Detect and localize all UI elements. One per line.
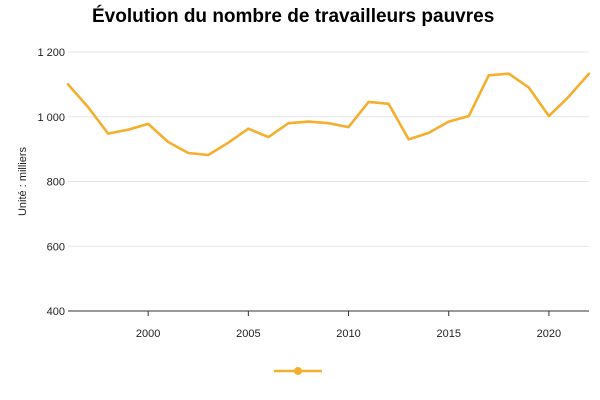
- y-tick-label: 600: [47, 241, 65, 253]
- series-layer: [66, 72, 591, 157]
- y-tick-label: 1 000: [37, 112, 65, 124]
- y-tick-label: 800: [47, 177, 65, 189]
- x-tick-label: 2020: [537, 328, 561, 340]
- chart-title: Évolution du nombre de travailleurs pauv…: [92, 6, 495, 27]
- axes: 400 600 800 1 000 1 200 2000 2005 2010 2015 2020 U…: [17, 47, 589, 340]
- y-tick-label: 1 200: [37, 47, 65, 59]
- y-axis-title: Unité : milliers: [17, 146, 29, 216]
- x-tick-label: 2005: [236, 328, 260, 340]
- x-tick-label: 2015: [436, 328, 460, 340]
- legend: [274, 367, 322, 375]
- series-line: [66, 72, 591, 157]
- x-tick-label: 2000: [136, 328, 160, 340]
- grid-lines: [68, 51, 589, 247]
- legend-dot-marker: [294, 367, 302, 375]
- y-tick-label: 400: [47, 306, 65, 318]
- x-tick-label: 2010: [336, 328, 360, 340]
